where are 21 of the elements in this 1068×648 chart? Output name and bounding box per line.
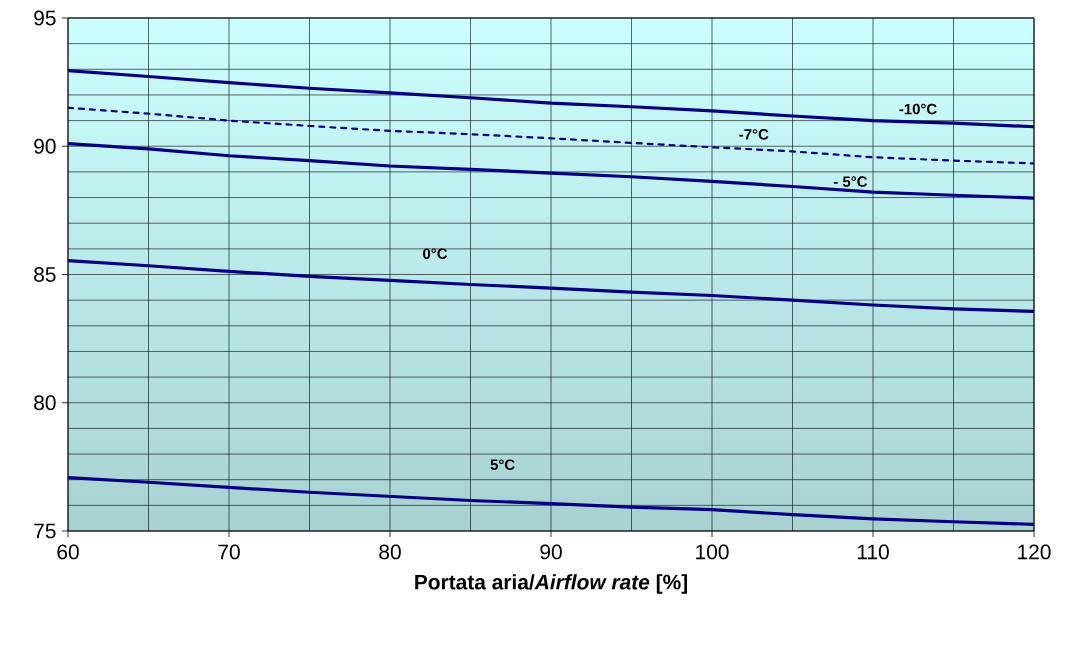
x-tick-label: 60 bbox=[57, 544, 79, 560]
line-series bbox=[68, 68, 1035, 129]
y-tick-label: 95 bbox=[34, 10, 56, 26]
text: 5°C bbox=[490, 459, 515, 470]
series-label: -7°C bbox=[739, 129, 769, 140]
y-tick-label: 80 bbox=[34, 395, 56, 411]
series-label: -10°C bbox=[899, 103, 937, 115]
text: Portata aria/Airflow rate [%] bbox=[415, 574, 688, 594]
y-tick-label: 75 bbox=[34, 523, 56, 539]
series-label: - 5°C bbox=[833, 176, 868, 187]
x-tick-label: 110 bbox=[857, 544, 889, 560]
line-series bbox=[68, 259, 1035, 314]
x-tick-label: 80 bbox=[379, 544, 401, 560]
x-tick-label: 90 bbox=[540, 544, 562, 560]
line-series bbox=[68, 142, 1035, 200]
series-label: 0°C bbox=[423, 248, 448, 259]
x-tick-label: 70 bbox=[218, 544, 240, 560]
x-tick-label: 100 bbox=[696, 544, 729, 560]
y-tick-label: 85 bbox=[34, 267, 56, 282]
y-tick-label: 90 bbox=[34, 138, 56, 154]
x-tick-label: 120 bbox=[1018, 544, 1051, 560]
